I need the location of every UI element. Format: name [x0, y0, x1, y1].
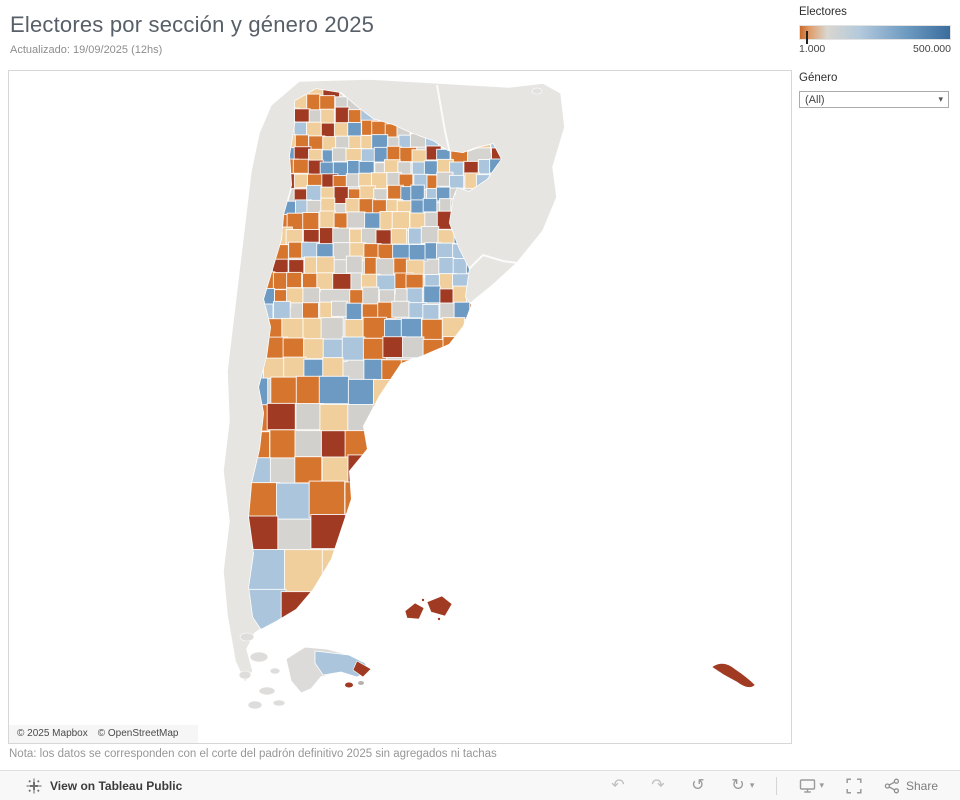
refresh-icon: ↻	[731, 776, 745, 794]
share-button[interactable]: Share	[884, 778, 938, 794]
undo-icon[interactable]: ↶	[611, 776, 625, 794]
view-on-tableau-public[interactable]: View on Tableau Public	[26, 778, 182, 794]
side-panel: Electores 1.000 500.000 Género (All) ▾	[799, 6, 955, 108]
genero-dropdown[interactable]: (All) ▾	[799, 91, 949, 108]
toolbar-divider	[776, 776, 778, 795]
redo-icon[interactable]: ↷	[651, 776, 665, 794]
legend-min-label: 1.000	[799, 43, 826, 55]
share-icon	[884, 778, 900, 793]
page-title: Electores por sección y género 2025	[10, 12, 375, 37]
chevron-down-icon: ▾	[819, 780, 824, 790]
map-pane[interactable]: © 2025 Mapbox © OpenStreetMap	[8, 70, 792, 744]
chevron-down-icon: ▾	[749, 780, 755, 790]
color-legend: Electores 1.000 500.000	[799, 6, 955, 55]
footnote: Nota: los datos se corresponden con el c…	[9, 748, 497, 760]
toolbar-actions: ↶ ↷ ↺ ↻ ▾ ▾	[609, 776, 938, 795]
chile-southern-islands	[238, 632, 286, 710]
argentina-choropleth-map[interactable]	[9, 71, 791, 743]
map-attribution: © 2025 Mapbox © OpenStreetMap	[9, 725, 198, 743]
tableau-logo-icon	[26, 778, 42, 793]
fullscreen-icon[interactable]	[846, 777, 862, 794]
dashboard-header: Electores por sección y género 2025 Actu…	[10, 12, 374, 56]
dropdown-value: (All)	[805, 93, 825, 106]
chevron-down-icon: ▾	[938, 94, 943, 104]
reset-icon[interactable]: ↺	[691, 776, 705, 794]
legend-title: Electores	[799, 6, 847, 18]
osm-attribution-link[interactable]: © OpenStreetMap	[97, 728, 179, 739]
mapbox-attribution-link[interactable]: © 2025 Mapbox	[17, 728, 88, 739]
filter-label: Género	[799, 72, 838, 84]
gender-filter: Género (All) ▾	[799, 72, 955, 108]
tierra-del-fuego[interactable]	[285, 646, 372, 694]
legend-labels: 1.000 500.000	[799, 43, 951, 55]
display-download-icon	[800, 778, 816, 793]
refresh-menu[interactable]: ↻ ▾	[729, 776, 755, 794]
view-on-tableau-public-label: View on Tableau Public	[50, 778, 183, 793]
tableau-toolbar: View on Tableau Public ↶ ↷ ↺ ↻ ▾ ▾	[0, 770, 960, 800]
falkland-islands[interactable]	[404, 595, 453, 621]
uruguay-border	[468, 253, 518, 270]
south-georgia-island[interactable]	[711, 663, 756, 688]
small-island	[531, 87, 543, 95]
legend-gradient-bar[interactable]	[799, 25, 951, 44]
page-subtitle: Actualizado: 19/09/2025 (12hs)	[10, 44, 163, 56]
share-label: Share	[905, 778, 938, 793]
legend-max-label: 500.000	[913, 43, 951, 55]
legend-min-tick[interactable]	[806, 31, 808, 44]
download-menu[interactable]: ▾	[799, 778, 824, 794]
